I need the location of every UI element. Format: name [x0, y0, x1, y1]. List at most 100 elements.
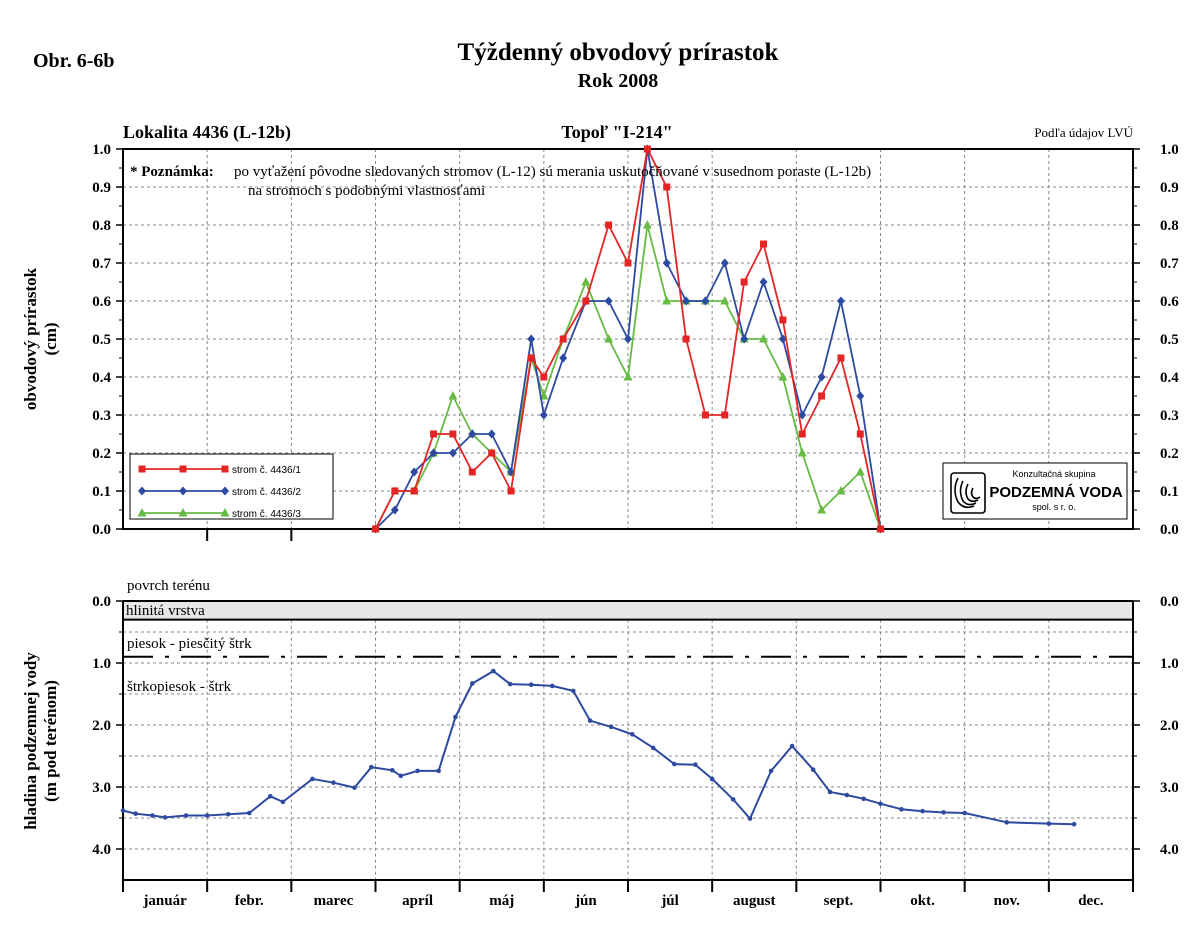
month-labels: január febr. marec apríl máj jún júl august sept…	[142, 893, 1103, 909]
series-marker-dot	[899, 807, 904, 812]
month-label: febr.	[235, 893, 264, 909]
series-marker-square	[818, 392, 826, 400]
month-label: nov.	[994, 893, 1021, 909]
series-marker-triangle	[220, 508, 230, 517]
series-marker-dot	[941, 810, 946, 815]
series-marker-dot	[469, 681, 475, 686]
top-y-tick-label-left: 0.1	[92, 484, 111, 500]
bottom-y-ticks: 0.0 0.0 1.0 1.0 2.0 2.0 3.0 3.0 4.0 4.0	[92, 594, 1179, 858]
bottom-y-tick-label-right: 2.0	[1160, 718, 1179, 734]
series-marker-triangle	[797, 448, 807, 457]
series-marker-diamond	[507, 467, 516, 477]
series-marker-dot	[709, 776, 715, 782]
series-marker-square	[624, 259, 632, 267]
series-marker-square	[527, 354, 535, 362]
legend-item-3: strom č. 4436/3	[137, 508, 301, 520]
layer-3-label: štrkopiesok - štrk	[127, 679, 232, 695]
top-y-tick-label-left: 1.0	[92, 142, 111, 158]
top-y-axis-label-1: obvodový prírastok	[21, 267, 40, 410]
series-marker-dot	[225, 811, 231, 817]
series-marker-square	[760, 240, 768, 248]
tree-label: Topoľ "I-214"	[561, 122, 672, 142]
bottom-y-tick-label-left: 2.0	[92, 718, 111, 734]
bottom-y-tick-label-left: 0.0	[92, 594, 111, 610]
legend: strom č. 4436/1 strom č. 4436/2 strom č. 4…	[129, 453, 334, 520]
legend-label: strom č. 4436/1	[232, 465, 301, 476]
series-marker-diamond	[662, 258, 671, 268]
series-marker-dot	[453, 714, 458, 720]
logo-line-1: Konzultačná skupina	[1012, 469, 1095, 479]
logo-line-3: spol. s r. o.	[1032, 502, 1076, 512]
bottom-y-axis-label-2: (m pod terénom)	[41, 680, 60, 802]
series-marker-diamond	[856, 391, 865, 401]
series-marker-dot	[1004, 820, 1010, 825]
series-marker-diamond	[759, 277, 768, 287]
series-marker-square	[540, 373, 548, 381]
bottom-y-axis-label-1: hladina podzemnej vody	[21, 652, 40, 830]
series-marker-dot	[549, 683, 555, 689]
month-label: júl	[660, 893, 679, 909]
groundwater-series-line	[120, 668, 1077, 827]
top-y-tick-label-right: 0.0	[1160, 522, 1179, 538]
series-marker-square	[605, 221, 613, 229]
series-marker-triangle	[759, 334, 769, 343]
series-marker-dot	[368, 764, 374, 770]
note-line-2: na stromoch s podobnými vlastnosťami	[248, 183, 485, 199]
month-label: dec.	[1078, 893, 1104, 909]
series-marker-diamond	[720, 258, 729, 268]
series-marker-square	[391, 487, 399, 495]
series-marker-square	[682, 335, 690, 343]
surface-label: povrch terénu	[127, 578, 210, 594]
series-marker-diamond	[138, 486, 146, 496]
series-marker-triangle	[581, 277, 591, 286]
legend-box	[129, 453, 334, 520]
month-label: okt.	[910, 893, 935, 909]
series-marker-dot	[390, 767, 395, 773]
series-marker-triangle	[817, 505, 827, 514]
series-marker-square	[559, 335, 567, 343]
series-marker-diamond	[487, 429, 496, 439]
series-marker-dot	[120, 808, 126, 813]
series-marker-square	[372, 525, 379, 533]
note-line-1: po vyťažení pôvodne sledovaných stromov …	[234, 164, 871, 180]
top-y-tick-label-right: 0.5	[1160, 332, 1179, 348]
series-marker-diamond	[179, 486, 187, 496]
series-marker-dot	[920, 808, 925, 814]
series-marker-diamond	[468, 429, 477, 439]
series-marker-triangle	[448, 391, 458, 400]
month-label: január	[142, 893, 187, 909]
series-marker-dot	[693, 762, 698, 767]
top-y-tick-label-right: 0.3	[1160, 408, 1179, 424]
series-marker-square	[138, 465, 146, 473]
series-marker-triangle	[178, 508, 188, 517]
series-marker-dot	[671, 761, 677, 767]
series-marker-dot	[650, 745, 656, 751]
series-marker-diamond	[410, 467, 419, 477]
series-marker-dot	[150, 813, 155, 818]
series-marker-diamond	[740, 334, 749, 344]
series-marker-diamond	[221, 486, 229, 496]
month-label: marec	[314, 893, 354, 909]
logo-emblem-icon	[950, 472, 986, 514]
series-marker-square	[877, 525, 884, 533]
series-marker-dot	[133, 811, 138, 816]
top-y-ticks: 0.0 0.0 0.1 0.1 0.2 0.2 0.3 0.3 0.4 0.4 0.5 0.5 0.6 0…	[92, 142, 1179, 538]
series-marker-diamond	[836, 296, 845, 306]
series-marker-dot	[827, 789, 833, 795]
series-marker-diamond	[559, 353, 568, 363]
series-marker-square	[449, 430, 457, 438]
series-marker-square	[740, 278, 748, 286]
top-y-tick-label-left: 0.4	[92, 370, 111, 386]
layer-2-label: piesok - piesčitý štrk	[127, 636, 252, 652]
series-marker-square	[410, 487, 418, 495]
series-marker-dot	[415, 768, 420, 774]
series-marker-square	[468, 468, 476, 476]
top-y-tick-label-left: 0.7	[92, 256, 111, 272]
top-y-tick-label-left: 0.0	[92, 522, 111, 538]
month-x-ticks	[122, 880, 1134, 892]
month-label: jún	[574, 893, 597, 909]
series-marker-dot	[1071, 821, 1077, 827]
top-y-axis-label-2: (cm)	[41, 322, 60, 355]
note: * Poznámka: po vyťažení pôvodne sledovan…	[130, 164, 871, 199]
